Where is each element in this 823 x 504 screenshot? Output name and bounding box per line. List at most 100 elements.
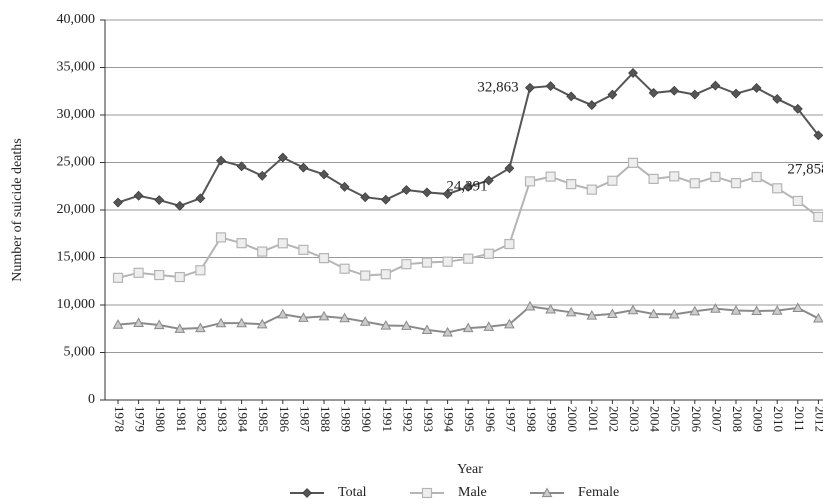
data-point (710, 80, 721, 91)
data-point (524, 176, 536, 187)
data-point (236, 317, 247, 328)
legend-label: Male (458, 485, 487, 500)
x-tick-label: 2007 (709, 406, 724, 433)
data-point (401, 259, 412, 270)
data-point (772, 183, 783, 194)
data-point (545, 171, 556, 182)
data-point (710, 171, 721, 183)
data-point (669, 171, 680, 182)
data-point (751, 83, 762, 93)
legend-label: Female (578, 485, 619, 500)
data-point (380, 319, 392, 330)
data-point (318, 253, 330, 264)
data-point (442, 256, 453, 267)
data-point (607, 89, 618, 100)
data-point (545, 303, 556, 314)
x-tick-label: 2002 (606, 406, 621, 432)
data-point (133, 190, 144, 201)
data-point (565, 306, 577, 317)
data-point (504, 238, 515, 250)
data-point (236, 238, 247, 249)
data-point (133, 317, 144, 327)
data-point (442, 326, 453, 337)
x-tick-label: 2008 (730, 406, 745, 432)
data-point (668, 308, 680, 319)
data-point (751, 171, 762, 183)
data-point (174, 271, 185, 283)
x-tick-label: 1987 (297, 406, 312, 433)
x-tick-label: 1981 (174, 406, 189, 432)
x-tick-label: 2011 (792, 406, 807, 432)
data-point (112, 272, 124, 283)
data-point (463, 181, 474, 192)
data-point (504, 318, 515, 329)
data-point (566, 91, 577, 102)
x-tick-label: 1998 (524, 406, 539, 432)
data-point (483, 175, 494, 186)
data-point (112, 319, 124, 329)
annotation: 32,863 (477, 79, 518, 95)
x-tick-label: 1992 (400, 406, 415, 432)
y-tick-label: 20,000 (57, 202, 96, 217)
data-point (380, 194, 391, 205)
data-point (154, 269, 165, 281)
legend-label: Total (338, 485, 367, 500)
data-point (277, 308, 289, 319)
data-point (215, 317, 227, 328)
data-point (174, 323, 186, 333)
annotation: 24,391 (446, 178, 487, 194)
x-tick-label: 1983 (215, 406, 230, 432)
data-point (586, 100, 597, 111)
data-point (422, 187, 432, 198)
y-tick-label: 10,000 (57, 297, 96, 312)
data-point (772, 94, 783, 104)
data-point (319, 169, 329, 180)
legend-marker (421, 487, 433, 499)
data-point (359, 316, 371, 326)
data-point (730, 304, 742, 315)
data-point (401, 320, 412, 330)
data-point (648, 308, 659, 319)
x-tick-label: 1988 (318, 406, 333, 432)
x-tick-label: 2009 (751, 406, 766, 432)
data-point (462, 322, 474, 333)
x-tick-label: 2004 (648, 406, 663, 433)
x-tick-label: 1995 (462, 406, 477, 432)
x-tick-label: 1994 (442, 406, 457, 433)
data-point (421, 257, 433, 268)
data-point (813, 211, 823, 223)
x-tick-label: 2010 (771, 406, 786, 432)
x-tick-label: 1985 (256, 406, 271, 432)
y-tick-label: 35,000 (57, 60, 96, 75)
data-point (792, 103, 803, 114)
data-point (648, 173, 659, 185)
data-point (566, 178, 577, 190)
data-point (339, 312, 350, 323)
x-tick-label: 1979 (133, 406, 148, 432)
data-point (339, 181, 350, 192)
data-point (689, 178, 700, 189)
data-point (648, 87, 659, 98)
data-point (586, 184, 597, 195)
x-tick-label: 1990 (359, 406, 374, 432)
data-point (813, 312, 823, 323)
x-tick-label: 2003 (627, 406, 642, 432)
data-point (730, 178, 742, 189)
data-point (195, 193, 206, 204)
x-tick-label: 2000 (565, 406, 580, 432)
data-point (710, 303, 721, 313)
data-point (215, 232, 227, 243)
data-point (524, 300, 536, 311)
data-point (113, 197, 123, 208)
legend-marker (541, 487, 553, 498)
x-tick-label: 1982 (194, 406, 209, 432)
data-point (751, 305, 762, 316)
data-point (586, 309, 598, 320)
data-point (174, 200, 185, 211)
data-point (607, 175, 618, 186)
x-tick-label: 2005 (668, 406, 683, 432)
data-point (792, 302, 804, 312)
data-point (483, 321, 495, 331)
data-point (277, 238, 288, 249)
x-tick-label: 1989 (339, 406, 354, 432)
